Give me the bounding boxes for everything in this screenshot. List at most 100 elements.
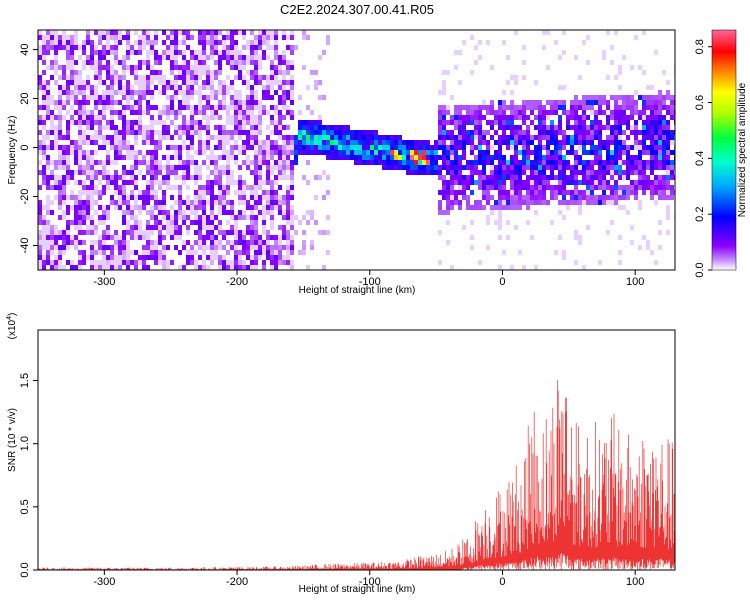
spectrogram-cell [174, 90, 178, 95]
spectrogram-cell [142, 260, 146, 265]
spectrogram-cell [454, 180, 458, 185]
spectrogram-cell [146, 160, 150, 165]
spectrogram-cell [558, 200, 562, 205]
spectrogram-cell [290, 260, 294, 265]
spectrogram-cell [614, 140, 618, 145]
spectrogram-cell [178, 125, 182, 130]
spectrogram-cell [266, 135, 270, 140]
spectrogram-cell [646, 100, 650, 105]
spectrogram-cell [626, 165, 630, 170]
spectrogram-cell [478, 160, 482, 165]
spectrogram-cell [514, 135, 518, 140]
spectrogram-cell [222, 145, 226, 150]
spectrogram-cell [650, 140, 654, 145]
spectrogram-cell [102, 190, 106, 195]
spectrogram-cell [90, 165, 94, 170]
spectrogram-cell [142, 205, 146, 210]
spectrogram-cell [370, 160, 374, 165]
spectrogram-cell [102, 245, 106, 250]
spectrogram-cell [226, 110, 230, 115]
spectrogram-cell [46, 260, 50, 265]
spectrogram-cell [78, 130, 82, 135]
spectrogram-cell [106, 140, 110, 145]
spectrogram-cell [178, 40, 182, 45]
spectrogram-cell [282, 160, 286, 165]
spectrogram-cell [82, 45, 86, 50]
spectrogram-cell [650, 185, 654, 190]
spectrogram-cell [230, 55, 234, 60]
spectrogram-cell [246, 250, 250, 255]
spectrogram-cell [514, 205, 518, 210]
spectrogram-cell [210, 245, 214, 250]
spectrogram-cell [534, 115, 538, 120]
spectrogram-cell [106, 135, 110, 140]
spectrogram-cell [122, 250, 126, 255]
spectrogram-cell [302, 125, 306, 130]
spectrogram-cell [182, 50, 186, 55]
spectrogram-cell [134, 125, 138, 130]
spectrogram-cell [242, 215, 246, 220]
spectrogram-cell [66, 220, 70, 225]
spectrogram-cell [258, 55, 262, 60]
spectrogram-cell [542, 200, 546, 205]
spectrogram-cell [666, 210, 670, 215]
spectrogram-cell [126, 35, 130, 40]
spectrogram-cell [134, 205, 138, 210]
spectrogram-cell [254, 100, 258, 105]
spectrogram-cell [142, 80, 146, 85]
spectrogram-cell [594, 145, 598, 150]
spectrogram-cell [530, 195, 534, 200]
spectrogram-cell [122, 140, 126, 145]
spectrogram-cell [166, 145, 170, 150]
spectrogram-cell [274, 165, 278, 170]
spectrogram-cell [166, 135, 170, 140]
snr-exponent-sup: 4 [6, 316, 13, 320]
spectrogram-cell [142, 45, 146, 50]
spectrogram-cell [70, 170, 74, 175]
spectrogram-cell [302, 65, 306, 70]
spectrogram-cell [214, 30, 218, 35]
spectrogram-cell [570, 165, 574, 170]
spectrogram-cell [126, 155, 130, 160]
spectrogram-cell [78, 155, 82, 160]
spectrogram-cell [142, 235, 146, 240]
spectrogram-cell [254, 140, 258, 145]
spectrogram-cell [194, 195, 198, 200]
spectrogram-cell [202, 50, 206, 55]
spectrogram-cell [386, 165, 390, 170]
spectrogram-cell [86, 55, 90, 60]
spectrogram-cell [618, 145, 622, 150]
spectrogram-cell [174, 145, 178, 150]
spectrogram-cell [158, 180, 162, 185]
spectrogram-cell [130, 210, 134, 215]
spectrogram-cell [334, 135, 338, 140]
spectrogram-cell [282, 145, 286, 150]
spectrogram-cell [82, 90, 86, 95]
spectrogram-cell [450, 155, 454, 160]
spectrogram-cell [106, 185, 110, 190]
spectrogram-cell [254, 150, 258, 155]
spectrogram-cell [42, 225, 46, 230]
spectrogram-cell [618, 125, 622, 130]
spectrogram-cell [622, 105, 626, 110]
spectrogram-cell [102, 215, 106, 220]
spectrogram-cell [222, 130, 226, 135]
spectrogram-cell [134, 225, 138, 230]
spectrogram-cell [514, 180, 518, 185]
spectrogram-cell [74, 170, 78, 175]
spectrogram-cell [198, 75, 202, 80]
spectrogram-cell [118, 250, 122, 255]
spectrogram-cell [210, 230, 214, 235]
spectrogram-cell [314, 120, 318, 125]
spectrogram-cell [38, 265, 42, 270]
spectrogram-cell [74, 110, 78, 115]
spectrogram-cell [186, 170, 190, 175]
spectrogram-cell [558, 180, 562, 185]
spectrogram-cell [206, 135, 210, 140]
spectrogram-cell [186, 80, 190, 85]
spectrogram-cell [54, 100, 58, 105]
spectrogram-cell [542, 175, 546, 180]
spectrogram-cell [222, 150, 226, 155]
spectrogram-cell [254, 95, 258, 100]
spectrogram-cell [422, 145, 426, 150]
